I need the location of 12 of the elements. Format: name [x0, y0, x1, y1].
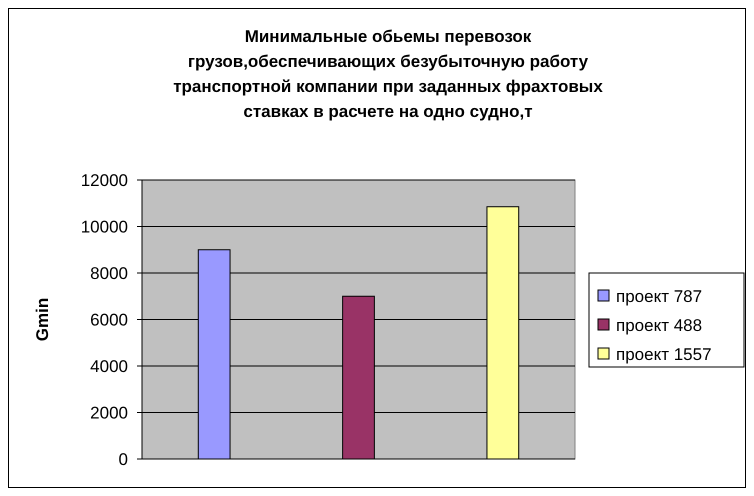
legend-label: проект 787: [616, 286, 702, 306]
chart-title: Минимальные обьемы перевозок грузов,обеспечивающих безубыточную работу транспортной компании при заданных фрахтовых ставках в расчете на одно судно,т: [173, 27, 604, 121]
y-axis-title: Gmin: [33, 298, 52, 342]
y-tick-label: 10000: [80, 217, 128, 236]
y-tick-label: 0: [118, 450, 128, 469]
legend-label: проект 488: [616, 316, 702, 335]
y-tick-label: 12000: [80, 170, 128, 190]
y-tick-label: 8000: [90, 264, 128, 283]
y-tick-label: 2000: [90, 403, 128, 422]
legend-label: проект 1557: [616, 344, 712, 364]
y-tick-label: 6000: [90, 310, 128, 330]
y-tick-label: 4000: [90, 356, 128, 376]
